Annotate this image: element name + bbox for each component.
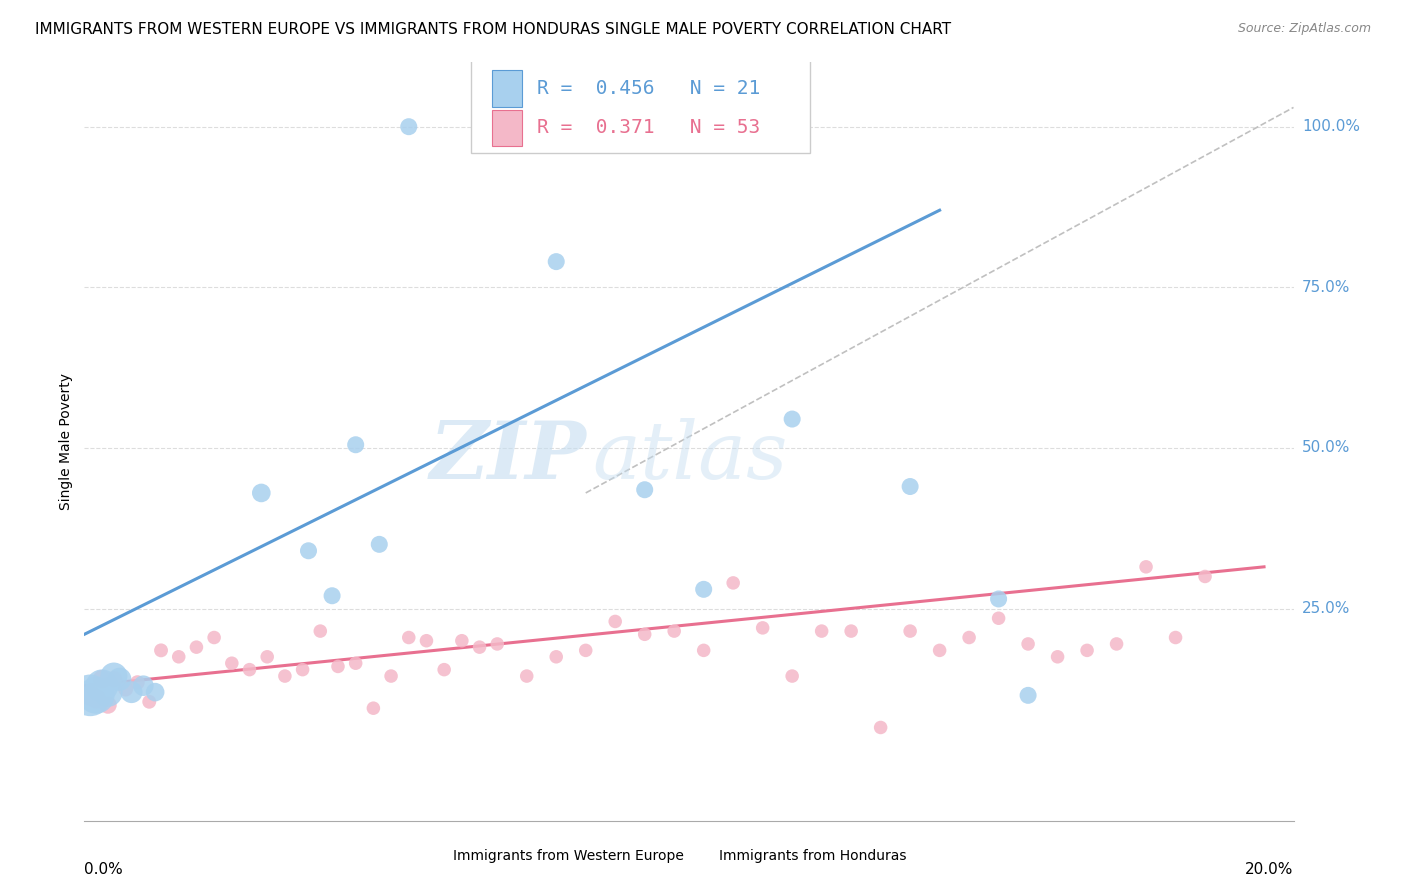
Point	[321, 589, 343, 603]
Point	[898, 624, 921, 639]
Point	[103, 669, 125, 683]
Point	[928, 643, 950, 657]
Text: IMMIGRANTS FROM WESTERN EUROPE VS IMMIGRANTS FROM HONDURAS SINGLE MALE POVERTY C: IMMIGRANTS FROM WESTERN EUROPE VS IMMIGR…	[35, 22, 952, 37]
Point	[221, 657, 243, 671]
Point	[692, 582, 714, 597]
Point	[108, 673, 131, 687]
Point	[810, 624, 832, 639]
Point	[957, 631, 980, 645]
Point	[780, 669, 803, 683]
Point	[186, 640, 208, 655]
Point	[987, 591, 1010, 606]
Point	[575, 643, 598, 657]
Text: R =  0.456   N = 21: R = 0.456 N = 21	[537, 79, 759, 98]
Point	[1105, 637, 1128, 651]
Point	[692, 643, 714, 657]
Point	[256, 649, 278, 664]
Point	[1076, 643, 1098, 657]
Point	[546, 649, 568, 664]
Text: 100.0%: 100.0%	[1302, 120, 1360, 134]
Point	[721, 575, 744, 590]
Point	[238, 663, 260, 677]
Point	[605, 615, 627, 629]
Point	[468, 640, 491, 655]
Point	[84, 691, 107, 706]
Point	[486, 120, 509, 134]
Point	[97, 698, 120, 712]
Point	[309, 624, 332, 639]
Point	[1194, 569, 1216, 583]
Point	[344, 657, 367, 671]
Point	[79, 689, 101, 703]
Point	[121, 685, 143, 699]
Text: Immigrants from Western Europe: Immigrants from Western Europe	[453, 849, 685, 863]
FancyBboxPatch shape	[492, 70, 522, 107]
Text: 50.0%: 50.0%	[1302, 441, 1350, 456]
Point	[1046, 649, 1069, 664]
Point	[398, 631, 420, 645]
Point	[167, 649, 190, 664]
Point	[575, 120, 598, 134]
Point	[250, 486, 273, 500]
Point	[84, 689, 107, 703]
Text: R =  0.371   N = 53: R = 0.371 N = 53	[537, 119, 759, 137]
Point	[274, 669, 297, 683]
FancyBboxPatch shape	[411, 850, 437, 871]
Point	[97, 685, 120, 699]
Point	[143, 685, 166, 699]
Text: 75.0%: 75.0%	[1302, 280, 1350, 295]
Point	[634, 627, 657, 641]
Point	[664, 624, 686, 639]
FancyBboxPatch shape	[676, 850, 703, 871]
Point	[869, 721, 891, 735]
Point	[486, 637, 509, 651]
Point	[450, 633, 472, 648]
Point	[634, 483, 657, 497]
Point	[114, 681, 136, 696]
Point	[398, 120, 420, 134]
Point	[138, 695, 160, 709]
Point	[1135, 559, 1157, 574]
Point	[202, 631, 225, 645]
Point	[103, 673, 125, 687]
Text: Source: ZipAtlas.com: Source: ZipAtlas.com	[1237, 22, 1371, 36]
Point	[1164, 631, 1187, 645]
Text: ZIP: ZIP	[429, 418, 586, 495]
Point	[326, 659, 349, 673]
FancyBboxPatch shape	[492, 110, 522, 146]
Point	[516, 669, 538, 683]
Point	[344, 438, 367, 452]
Point	[1017, 689, 1039, 703]
Point	[987, 611, 1010, 625]
Point	[127, 675, 149, 690]
Point	[132, 679, 155, 693]
Point	[1017, 637, 1039, 651]
Point	[79, 689, 101, 703]
Point	[150, 643, 173, 657]
Point	[415, 633, 437, 648]
Point	[91, 679, 114, 693]
Point	[363, 701, 385, 715]
Point	[839, 624, 862, 639]
Text: 0.0%: 0.0%	[84, 863, 124, 878]
Point	[368, 537, 391, 551]
FancyBboxPatch shape	[471, 47, 810, 153]
Point	[91, 673, 114, 687]
Point	[297, 543, 319, 558]
Point	[546, 120, 568, 134]
Point	[291, 663, 314, 677]
Point	[898, 479, 921, 493]
Point	[780, 412, 803, 426]
Text: atlas: atlas	[592, 418, 787, 495]
Point	[433, 663, 456, 677]
Y-axis label: Single Male Poverty: Single Male Poverty	[59, 373, 73, 510]
Text: 25.0%: 25.0%	[1302, 601, 1350, 616]
Text: Immigrants from Honduras: Immigrants from Honduras	[720, 849, 907, 863]
Point	[546, 254, 568, 268]
Text: 20.0%: 20.0%	[1246, 863, 1294, 878]
Point	[751, 621, 773, 635]
Point	[380, 669, 402, 683]
